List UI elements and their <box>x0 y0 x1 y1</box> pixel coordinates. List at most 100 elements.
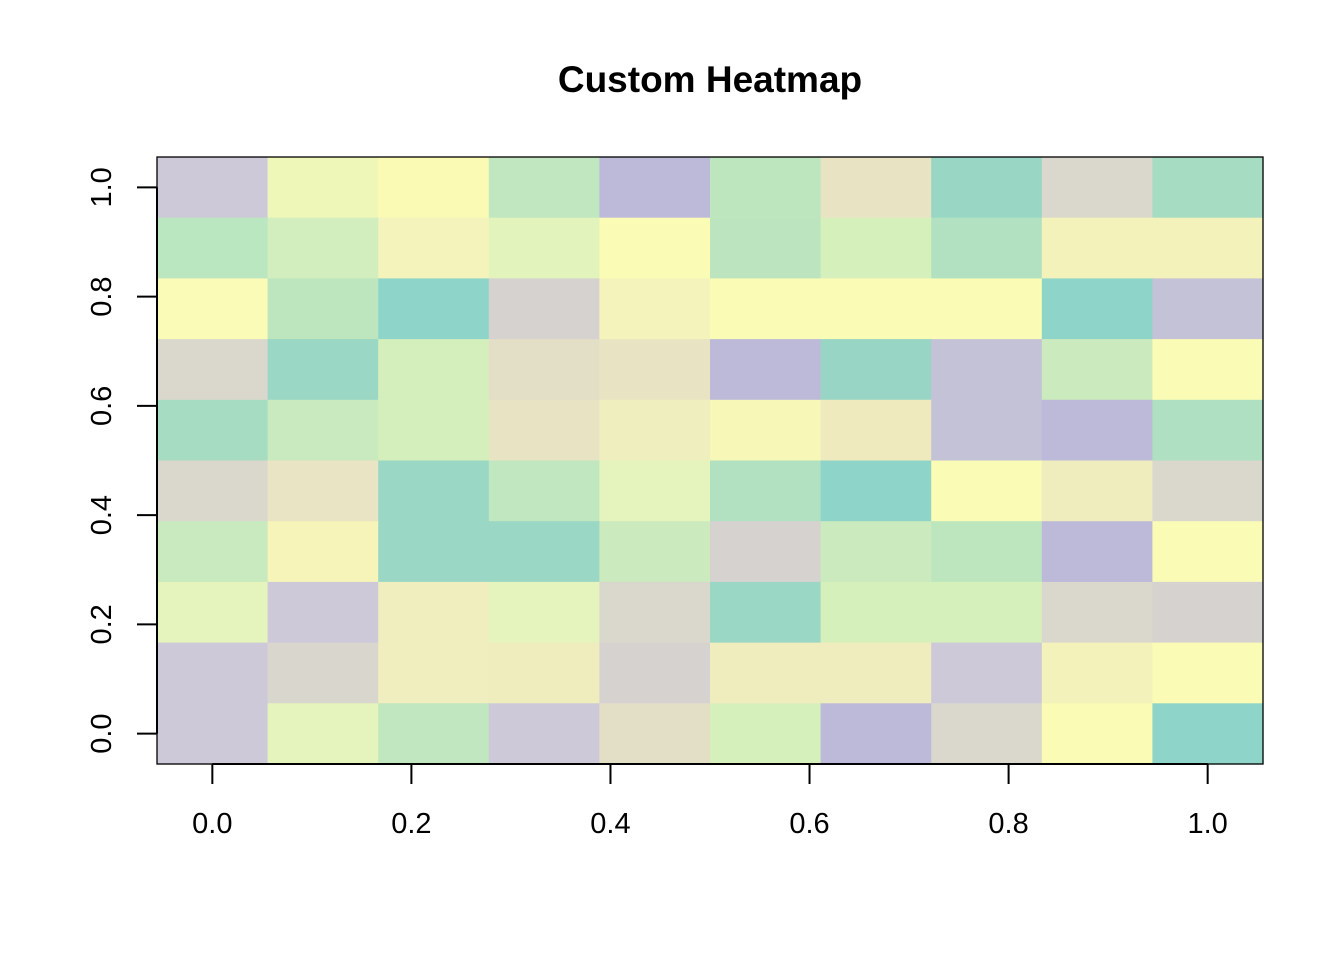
heatmap-cell <box>267 157 379 219</box>
y-tick-label: 0.8 <box>86 276 118 316</box>
heatmap-cell <box>931 521 1043 583</box>
heatmap-cell <box>157 278 269 340</box>
heatmap-cell <box>599 278 711 340</box>
heatmap-cell <box>378 399 490 462</box>
heatmap-cell <box>378 278 490 340</box>
heatmap-cell <box>1041 521 1153 583</box>
heatmap-cell <box>488 642 600 704</box>
heatmap-cell <box>267 339 379 401</box>
heatmap-cell <box>157 157 269 219</box>
heatmap-cell <box>820 521 932 583</box>
x-tick-label: 0.2 <box>391 808 431 840</box>
y-tick-label: 1.0 <box>86 167 118 207</box>
heatmap-cell <box>710 278 822 340</box>
heatmap-cell <box>157 581 269 644</box>
heatmap-cell <box>267 278 379 340</box>
heatmap-cell <box>1152 642 1264 704</box>
x-tick-label: 1.0 <box>1187 808 1227 840</box>
heatmap-cell <box>931 399 1043 462</box>
y-tick-label: 0.4 <box>86 495 118 535</box>
heatmap-cell <box>378 217 490 279</box>
heatmap-cell <box>1041 217 1153 279</box>
heatmap-cell <box>267 581 379 644</box>
x-axis: 0.0 0.2 0.4 0.6 0.8 1.0 <box>192 763 1228 840</box>
heatmap-cell <box>488 399 600 462</box>
heatmap-cells <box>157 157 1264 765</box>
heatmap-cell <box>378 157 490 219</box>
heatmap-cell <box>378 642 490 704</box>
heatmap-cell <box>488 278 600 340</box>
heatmap-cell <box>488 339 600 401</box>
heatmap-cell <box>1152 521 1264 583</box>
heatmap-cell <box>1152 278 1264 340</box>
heatmap-cell <box>488 217 600 279</box>
heatmap-cell <box>378 581 490 644</box>
heatmap-cell <box>488 581 600 644</box>
heatmap-cell <box>931 157 1043 219</box>
heatmap-cell <box>931 460 1043 522</box>
heatmap-cell <box>488 703 600 765</box>
heatmap-cell <box>931 339 1043 401</box>
heatmap-cell <box>1041 399 1153 462</box>
heatmap-cell <box>931 217 1043 279</box>
x-tick-label: 0.8 <box>988 808 1028 840</box>
heatmap-cell <box>820 217 932 279</box>
heatmap-cell <box>710 460 822 522</box>
heatmap-cell <box>267 399 379 462</box>
y-tick-label: 0.2 <box>86 604 118 644</box>
heatmap-cell <box>710 521 822 583</box>
heatmap-cell <box>820 399 932 462</box>
heatmap-cell <box>599 460 711 522</box>
y-axis: 0.0 0.2 0.4 0.6 0.8 1.0 <box>86 167 158 754</box>
heatmap-cell <box>710 581 822 644</box>
heatmap-cell <box>931 703 1043 765</box>
heatmap-cell <box>820 339 932 401</box>
heatmap-cell <box>157 521 269 583</box>
heatmap-cell <box>378 521 490 583</box>
heatmap-cell <box>1041 157 1153 219</box>
heatmap-cell <box>710 703 822 765</box>
heatmap-cell <box>599 157 711 219</box>
x-tick-label: 0.4 <box>590 808 630 840</box>
heatmap-cell <box>1152 581 1264 644</box>
heatmap-cell <box>820 278 932 340</box>
heatmap-cell <box>931 642 1043 704</box>
heatmap-cell <box>1152 157 1264 219</box>
heatmap-cell <box>488 460 600 522</box>
heatmap-cell <box>378 339 490 401</box>
heatmap-cell <box>710 339 822 401</box>
heatmap-cell <box>267 460 379 522</box>
heatmap-cell <box>599 339 711 401</box>
heatmap-cell <box>1152 460 1264 522</box>
heatmap-cell <box>157 460 269 522</box>
heatmap-cell <box>267 521 379 583</box>
heatmap-cell <box>1152 217 1264 279</box>
heatmap-cell <box>710 399 822 462</box>
heatmap-cell <box>820 460 932 522</box>
heatmap-cell <box>931 581 1043 644</box>
heatmap-cell <box>157 217 269 279</box>
heatmap-cell <box>599 642 711 704</box>
y-tick-label: 0.0 <box>86 713 118 753</box>
heatmap-cell <box>1041 339 1153 401</box>
heatmap-cell <box>599 521 711 583</box>
heatmap-cell <box>157 642 269 704</box>
heatmap-cell <box>157 399 269 462</box>
x-tick-label: 0.6 <box>789 808 829 840</box>
heatmap-cell <box>1041 642 1153 704</box>
y-tick-label: 0.6 <box>86 386 118 426</box>
heatmap-cell <box>599 399 711 462</box>
heatmap-cell <box>710 642 822 704</box>
heatmap-cell <box>157 703 269 765</box>
heatmap-cell <box>710 157 822 219</box>
heatmap-cell <box>1152 399 1264 462</box>
x-tick-label: 0.0 <box>192 808 232 840</box>
heatmap-cell <box>267 703 379 765</box>
heatmap-cell <box>1041 581 1153 644</box>
heatmap-cell <box>820 157 932 219</box>
heatmap-cell <box>267 642 379 704</box>
heatmap-cell <box>488 157 600 219</box>
heatmap-cell <box>267 217 379 279</box>
heatmap-cell <box>1041 703 1153 765</box>
